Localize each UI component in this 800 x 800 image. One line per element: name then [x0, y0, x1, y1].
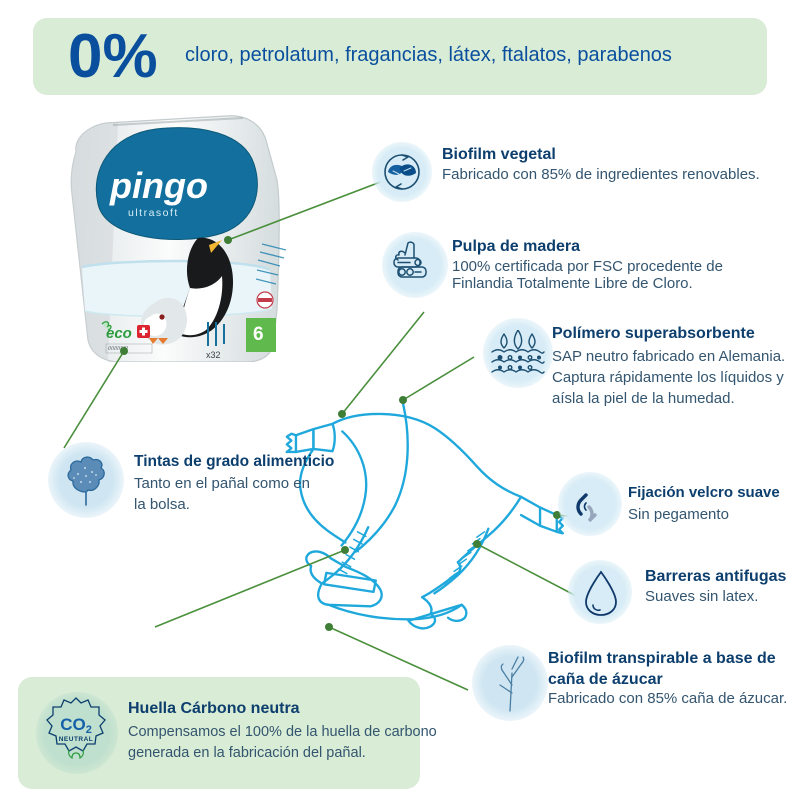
svg-text:NEUTRAL: NEUTRAL	[59, 736, 94, 743]
svg-text:CO2: CO2	[60, 715, 92, 736]
